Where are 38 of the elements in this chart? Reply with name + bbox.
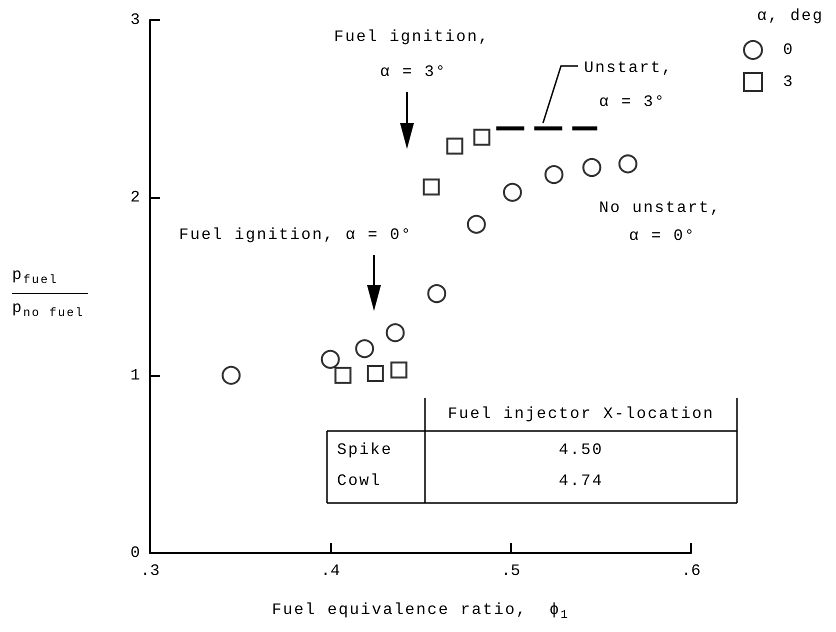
annotation: Fuel ignition, α = 3° (334, 27, 490, 82)
x-tick-label: .6 (681, 562, 701, 580)
point (355, 339, 374, 358)
point (390, 362, 408, 379)
annotation: Cowl (337, 471, 382, 491)
annotation: Fuel injector X-location (446, 404, 716, 424)
point (427, 284, 446, 304)
y-tick-label: 3 (130, 11, 140, 29)
point (334, 366, 352, 384)
point (473, 128, 490, 146)
x-tick-label: .5 (501, 562, 520, 580)
point (618, 154, 638, 174)
annotation: Spike (337, 440, 393, 460)
legend-title: α, deg (757, 6, 824, 26)
point (466, 214, 486, 234)
annotation: 4.74 (558, 471, 604, 491)
x-tick-label: .3 (140, 562, 160, 580)
point (582, 158, 602, 177)
y-tick-label: 1 (130, 366, 140, 384)
legend-label: 3 (783, 73, 793, 91)
point (366, 365, 384, 382)
annotation: 4.50 (558, 440, 604, 460)
annotation: No unstart, α = 0° (599, 198, 722, 246)
y-tick-label: 0 (130, 544, 140, 562)
point (320, 350, 340, 369)
point (386, 323, 405, 342)
legend-label: 0 (783, 41, 793, 59)
annotation: Unstart, α = 3° (584, 58, 673, 112)
point (422, 178, 440, 196)
annotation: Fuel ignition, α = 0° (179, 225, 412, 245)
point (446, 138, 464, 155)
x-axis-title: Fuel equivalence ratio, ϕ$_{1}$ (270, 600, 570, 624)
x-tick-label: .4 (320, 562, 340, 580)
y-axis-title: p$_{fuel}$ p$_{no fuel}$ (12, 265, 86, 322)
point (544, 165, 564, 184)
point (502, 182, 522, 202)
point (222, 366, 241, 385)
y-tick-label: 2 (130, 188, 140, 207)
